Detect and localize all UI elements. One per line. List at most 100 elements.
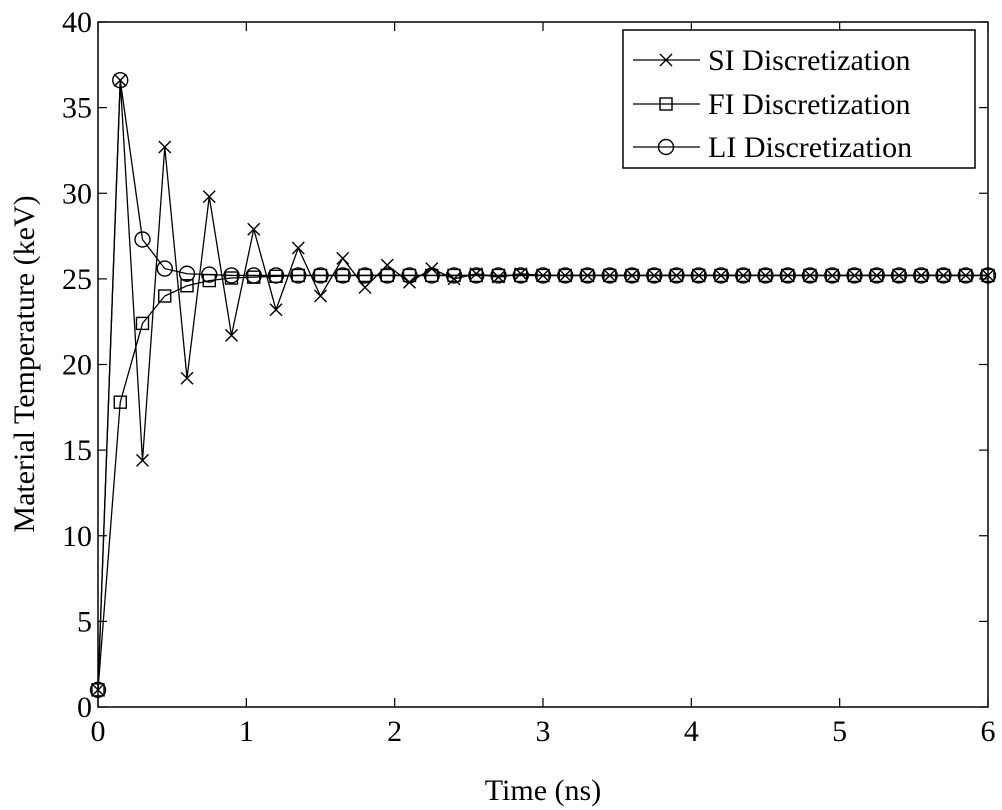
data-point [156, 260, 173, 277]
data-point [801, 267, 819, 284]
data-point [401, 267, 418, 284]
y-tick-label: 25 [62, 263, 92, 296]
y-tick-label: 15 [62, 434, 92, 467]
data-point [979, 267, 997, 284]
data-point [178, 265, 196, 282]
legend-label: LI Discretization [708, 131, 912, 164]
data-point [913, 267, 930, 284]
series-layer [89, 72, 997, 699]
data-point [158, 140, 172, 154]
y-tick-label: 20 [62, 349, 92, 382]
data-point [557, 267, 574, 284]
data-point [134, 231, 151, 248]
data-point [935, 267, 952, 284]
data-point [89, 681, 107, 699]
data-point [735, 267, 752, 284]
data-point [358, 280, 372, 294]
data-point [291, 241, 305, 255]
data-point [336, 251, 350, 265]
data-point [112, 72, 129, 89]
legend-marker [659, 53, 673, 67]
data-point [868, 267, 885, 284]
data-point [490, 267, 507, 284]
data-point [223, 267, 240, 284]
y-tick-label: 35 [62, 92, 92, 125]
y-tick-label: 30 [62, 177, 92, 210]
x-tick-label: 0 [91, 715, 106, 748]
y-axis-label: Material Temperature (keV) [8, 195, 41, 532]
data-point [757, 267, 774, 284]
data-point [846, 267, 863, 284]
x-marker-stroke [158, 140, 172, 154]
x-marker-stroke [225, 328, 238, 342]
y-tick-label: 40 [62, 6, 92, 39]
data-point [690, 267, 707, 284]
x-marker-stroke [291, 241, 305, 255]
x-marker-stroke [136, 453, 149, 467]
x-tick-label: 5 [832, 715, 847, 748]
data-point [224, 271, 239, 285]
y-tick-label: 10 [62, 520, 92, 553]
data-point [225, 328, 238, 342]
data-point [601, 267, 618, 284]
data-point [423, 267, 440, 284]
x-marker-stroke [659, 53, 673, 67]
series-line [97, 80, 988, 690]
x-tick-label: 1 [239, 715, 254, 748]
data-point [668, 267, 685, 284]
legend: SI Discretization FI Discretization LI Dis… [622, 29, 976, 169]
data-point [312, 267, 329, 284]
data-point [356, 267, 374, 284]
data-point [712, 267, 730, 284]
legend-box [622, 29, 976, 169]
data-point [245, 267, 262, 284]
data-point [158, 289, 172, 303]
axis-ticks: 0 1 2 3 4 5 6 0 5 10 15 20 25 30 35 40 [62, 6, 996, 748]
x-tick-label: 3 [536, 715, 551, 748]
series-line [97, 274, 988, 690]
data-point [957, 267, 974, 284]
series-2 [91, 268, 995, 697]
y-tick-label: 0 [77, 691, 92, 724]
data-point [468, 267, 485, 284]
legend-label: SI Discretization [708, 44, 910, 77]
data-point [334, 267, 351, 284]
data-point [890, 267, 908, 284]
x-tick-label: 4 [684, 715, 699, 748]
series-3 [89, 72, 997, 699]
data-point [290, 267, 307, 284]
data-point [579, 267, 596, 284]
x-marker-stroke [247, 222, 261, 236]
data-point [202, 190, 216, 204]
data-point [136, 453, 149, 467]
data-point [180, 279, 194, 293]
data-point [201, 266, 218, 283]
x-marker-stroke [202, 190, 216, 204]
y-tick-label: 5 [77, 605, 92, 638]
x-tick-label: 2 [387, 715, 402, 748]
data-point [534, 267, 552, 284]
data-point [623, 267, 641, 284]
data-point [379, 267, 396, 284]
data-point [113, 395, 127, 409]
x-tick-label: 6 [981, 715, 996, 748]
data-point [135, 316, 150, 331]
data-point [180, 371, 194, 385]
legend-label: FI Discretization [708, 88, 910, 121]
data-point [824, 267, 841, 284]
x-marker-stroke [314, 289, 327, 303]
x-marker-stroke [180, 371, 194, 385]
data-point [445, 267, 463, 284]
data-point [314, 289, 327, 303]
data-point [269, 303, 283, 317]
x-marker-stroke [336, 251, 350, 265]
legend-marker [657, 138, 675, 156]
data-point [646, 267, 663, 284]
x-axis-label: Time (ns) [485, 774, 601, 807]
legend-marker [659, 97, 673, 111]
data-point [512, 267, 529, 284]
series-line [97, 80, 988, 690]
x-marker-stroke [269, 303, 283, 317]
x-marker-stroke [358, 280, 372, 294]
